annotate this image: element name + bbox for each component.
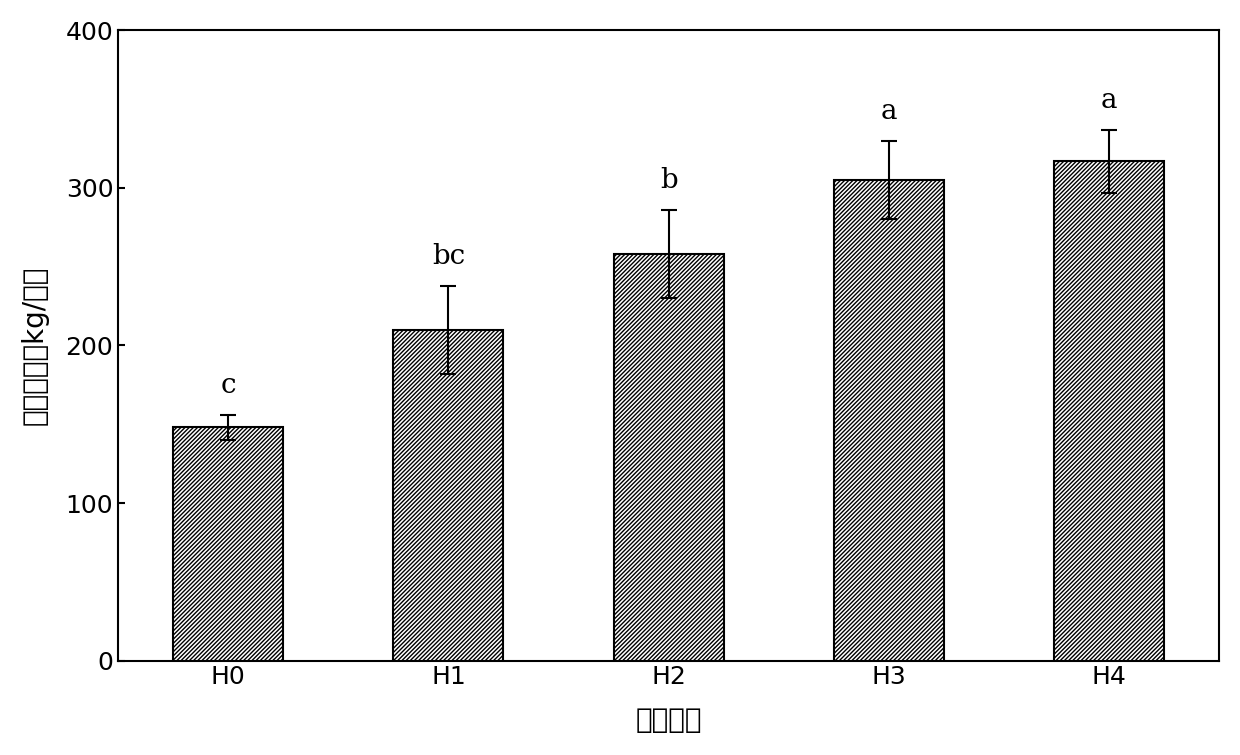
Bar xyxy=(1054,161,1164,661)
Bar xyxy=(174,427,283,661)
Text: a: a xyxy=(1101,87,1117,114)
Y-axis label: 玉米产量（kg/亩）: 玉米产量（kg/亩） xyxy=(21,266,48,425)
Text: bc: bc xyxy=(432,243,465,270)
Text: c: c xyxy=(221,372,236,399)
Bar xyxy=(833,180,944,661)
Text: b: b xyxy=(660,167,677,194)
X-axis label: 试验处理: 试验处理 xyxy=(635,706,702,734)
Bar xyxy=(614,254,724,661)
Text: a: a xyxy=(880,98,897,125)
Bar xyxy=(393,330,503,661)
